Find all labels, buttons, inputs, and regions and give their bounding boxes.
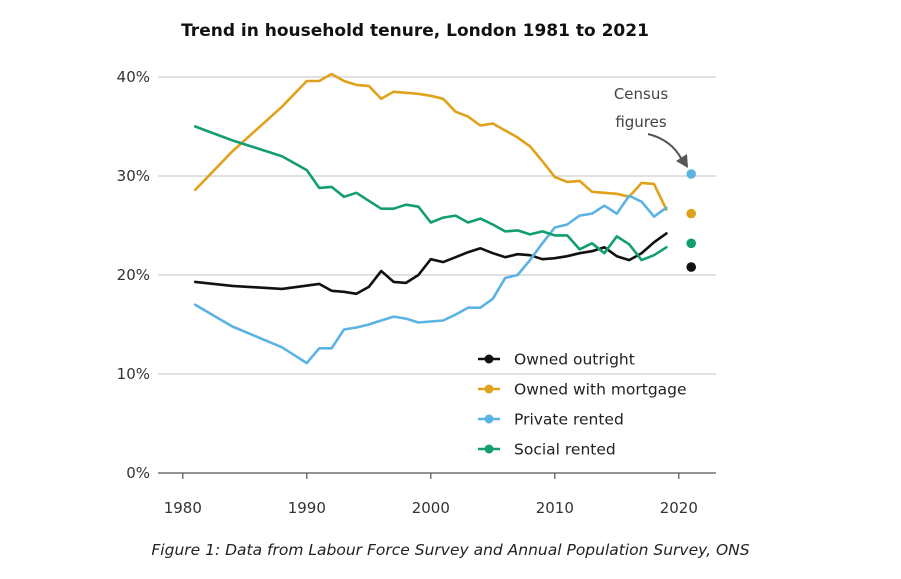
y-tick-label: 30% xyxy=(117,167,150,185)
series-lines xyxy=(193,72,668,365)
series-line-social-rented xyxy=(193,125,668,262)
legend-marker-owned-with-mortgage xyxy=(484,384,494,394)
census-point-private-rented xyxy=(686,169,696,179)
legend-marker-owned-outright xyxy=(484,354,494,364)
census-point-owned-with-mortgage xyxy=(686,208,696,219)
census-points xyxy=(686,169,696,272)
series-line-owned-outright xyxy=(193,232,668,296)
annotation-line-1: Census xyxy=(614,85,669,103)
census-point-owned-outright xyxy=(686,262,696,272)
annotation-arrow xyxy=(647,133,683,161)
y-axis-ticks: 0% 10% 20% 30% 40% xyxy=(117,68,150,482)
gridlines xyxy=(158,76,716,474)
census-point-social-rented xyxy=(686,238,696,249)
legend-marker-private-rented xyxy=(484,414,494,424)
x-tick-label: 1990 xyxy=(288,499,326,517)
legend: Owned outright Owned with mortgage Private… xyxy=(478,351,687,459)
annotation-line-2: figures xyxy=(615,113,667,131)
legend-label-owned-with-mortgage: Owned with mortgage xyxy=(514,381,687,399)
x-tick-label: 2010 xyxy=(536,499,574,517)
chart-title: Trend in household tenure, London 1981 t… xyxy=(181,21,649,41)
legend-label-owned-outright: Owned outright xyxy=(514,351,635,369)
legend-label-private-rented: Private rented xyxy=(514,411,624,429)
series-line-owned-with-mortgage xyxy=(193,72,668,211)
census-annotation: Census figures xyxy=(614,85,688,168)
y-tick-label: 0% xyxy=(126,464,150,482)
series-line-private-rented xyxy=(193,194,668,365)
x-tick-label: 1980 xyxy=(164,499,202,517)
x-axis-ticks: 1980 1990 2000 2010 2020 xyxy=(164,473,698,517)
x-tick-label: 2000 xyxy=(412,499,450,517)
figure-caption: Figure 1: Data from Labour Force Survey … xyxy=(151,541,750,559)
x-tick-label: 2020 xyxy=(660,499,698,517)
y-tick-label: 10% xyxy=(117,365,150,383)
legend-label-social-rented: Social rented xyxy=(514,441,616,459)
y-tick-label: 20% xyxy=(117,266,150,284)
annotation-arrowhead xyxy=(676,154,688,168)
y-tick-label: 40% xyxy=(117,68,150,86)
legend-marker-social-rented xyxy=(484,444,494,454)
